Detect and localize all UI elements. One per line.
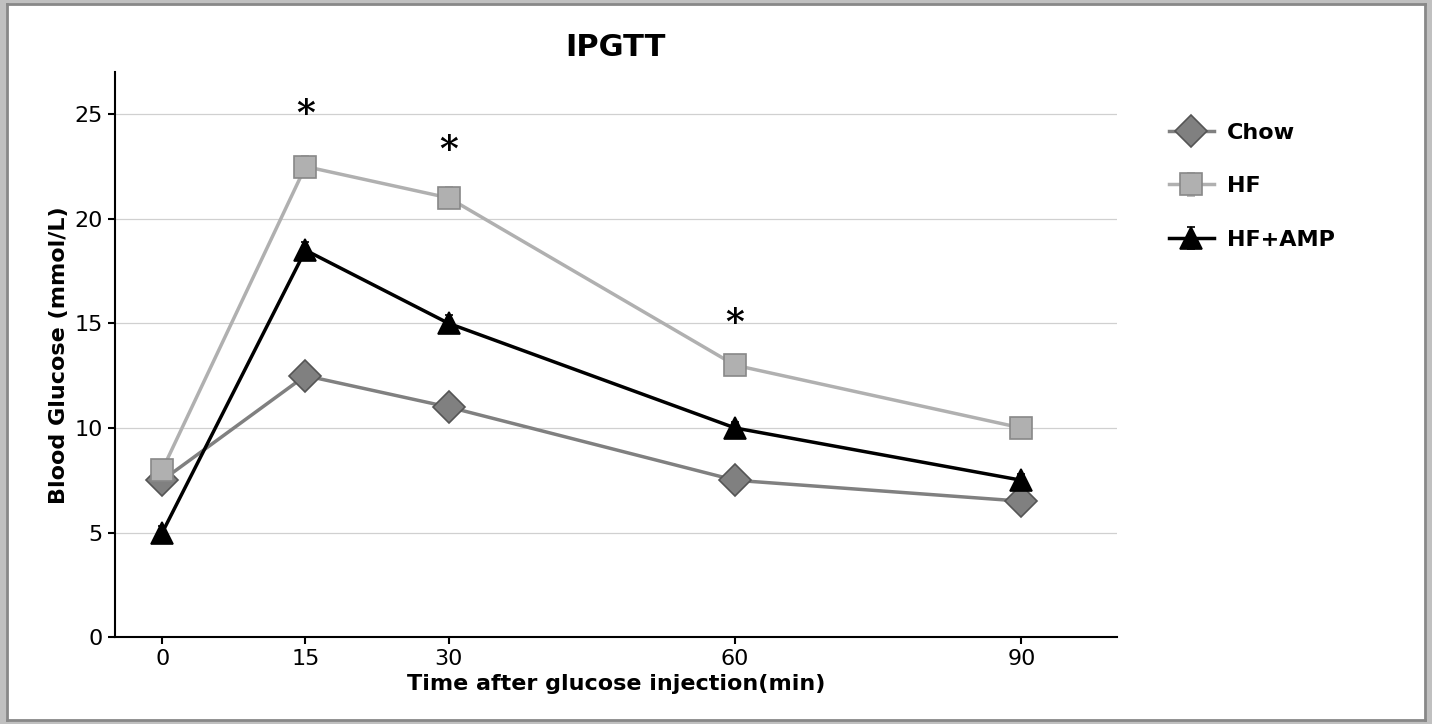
Y-axis label: Blood Glucose (mmol/L): Blood Glucose (mmol/L)	[49, 206, 69, 504]
Text: *: *	[296, 97, 315, 131]
Text: *: *	[440, 132, 458, 167]
X-axis label: Time after glucose injection(min): Time after glucose injection(min)	[407, 675, 825, 694]
Legend: Chow, HF, HF+AMP: Chow, HF, HF+AMP	[1158, 111, 1346, 261]
Text: *: *	[726, 306, 745, 340]
Title: IPGTT: IPGTT	[566, 33, 666, 62]
